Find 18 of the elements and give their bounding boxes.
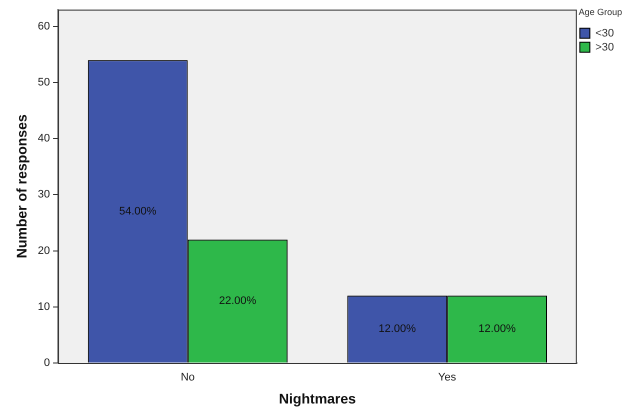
y-tick-label: 30 xyxy=(38,188,50,201)
legend-label: >30 xyxy=(595,41,614,54)
y-tick-label: 0 xyxy=(44,357,50,370)
y-tick-label: 60 xyxy=(38,20,50,32)
x-axis-title: Nightmares xyxy=(278,390,356,406)
y-axis-title: Number of responses xyxy=(13,114,30,258)
data-label: 54.00% xyxy=(119,205,157,218)
data-label: 12.00% xyxy=(378,323,416,336)
legend-label: <30 xyxy=(595,27,614,40)
x-tick-label: No xyxy=(180,372,195,384)
data-label: 22.00% xyxy=(219,295,257,308)
y-tick-label: 20 xyxy=(38,244,50,257)
x-tick-label: Yes xyxy=(438,372,457,384)
y-tick-label: 40 xyxy=(38,132,50,145)
data-label: 12.00% xyxy=(478,323,516,336)
y-tick-label: 10 xyxy=(38,300,50,313)
legend-title: Age Group xyxy=(578,6,622,17)
y-tick-label: 50 xyxy=(38,76,50,89)
